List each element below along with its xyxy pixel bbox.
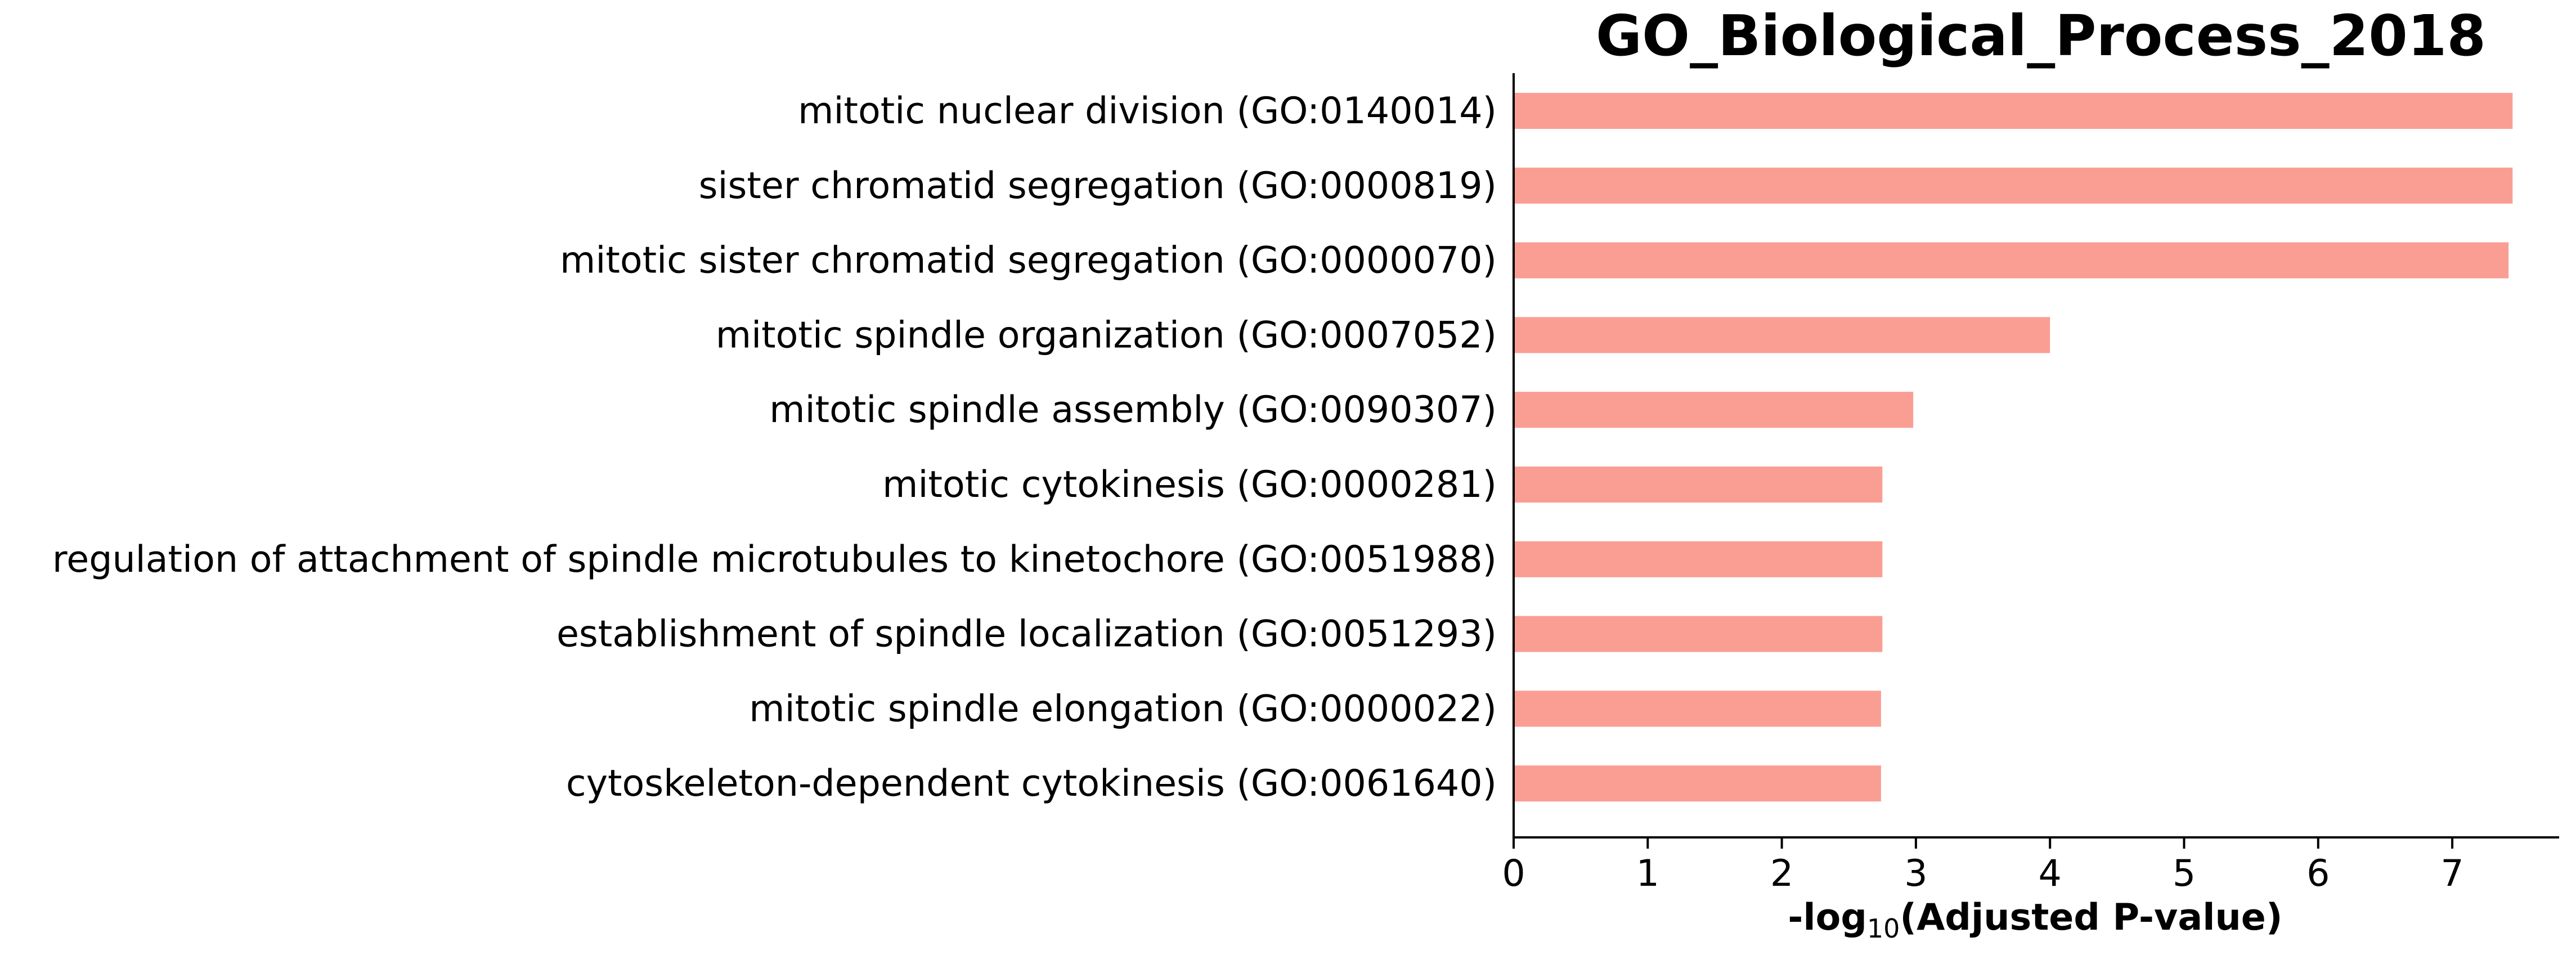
y-tick-label: mitotic cytokinesis (GO:0000281): [882, 464, 1497, 506]
y-tick-labels: mitotic nuclear division (GO:0140014) sis…: [52, 90, 1497, 805]
y-tick-label: mitotic sister chromatid segregation (GO…: [560, 240, 1497, 282]
bar: [1514, 691, 1881, 727]
bar: [1514, 167, 2513, 204]
y-tick-label: sister chromatid segregation (GO:0000819…: [699, 165, 1497, 207]
x-tick-label: 1: [1636, 853, 1659, 895]
y-tick-label: mitotic spindle assembly (GO:0090307): [769, 389, 1497, 431]
x-tick-label: 7: [2440, 853, 2463, 895]
y-tick-label: mitotic nuclear division (GO:0140014): [798, 90, 1497, 132]
x-tick-label: 5: [2173, 853, 2196, 895]
y-tick-label: mitotic spindle organization (GO:0007052…: [716, 314, 1497, 356]
x-ticks: 0 1 2 3 4 5 6 7: [1502, 837, 2464, 895]
bar: [1514, 765, 1881, 802]
x-axis-label-suffix: (Adjusted P-value): [1900, 896, 2282, 939]
x-tick-label: 6: [2306, 853, 2330, 895]
bar: [1514, 93, 2513, 129]
bar: [1514, 317, 2050, 353]
y-tick-label: mitotic spindle elongation (GO:0000022): [749, 688, 1497, 730]
bar: [1514, 616, 1883, 652]
bar: [1514, 242, 2509, 279]
chart-title: GO_Biological_Process_2018: [1596, 3, 2486, 69]
x-tick-label: 0: [1502, 853, 1525, 895]
y-tick-label: establishment of spindle localization (G…: [557, 613, 1497, 656]
bars-group: [1514, 93, 2513, 802]
x-tick-label: 4: [2039, 853, 2062, 895]
y-tick-label: cytoskeleton-dependent cytokinesis (GO:0…: [566, 763, 1497, 805]
bar: [1514, 467, 1883, 503]
x-axis-label: -log10(Adjusted P-value): [1788, 896, 2282, 944]
x-axis-label-subscript: 10: [1867, 913, 1900, 944]
x-tick-label: 3: [1904, 853, 1927, 895]
bar: [1514, 541, 1883, 577]
x-axis-label-prefix: -log: [1788, 896, 1866, 939]
x-tick-label: 2: [1770, 853, 1793, 895]
y-tick-label: regulation of attachment of spindle micr…: [52, 539, 1497, 581]
bar: [1514, 392, 1914, 428]
